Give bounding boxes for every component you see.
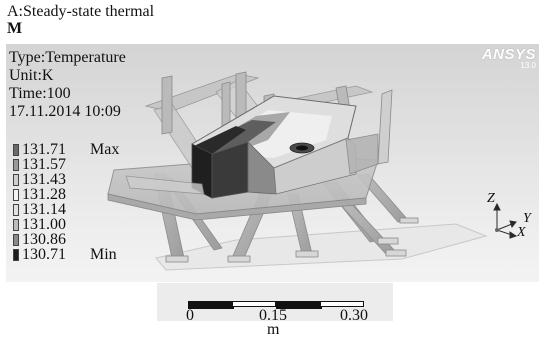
legend-swatch bbox=[13, 144, 19, 156]
legend-swatch bbox=[13, 174, 19, 186]
legend-value: 130.71 bbox=[22, 246, 66, 263]
axis-triad[interactable]: Z Y X bbox=[479, 192, 539, 240]
ansys-logo: ANSYS 13.0 bbox=[482, 47, 536, 70]
legend-value: 130.86 bbox=[22, 231, 66, 248]
time-label: Time:100 bbox=[9, 85, 71, 102]
legend-value: 131.43 bbox=[22, 171, 66, 188]
analysis-subtitle: M bbox=[7, 20, 23, 37]
legend-swatch bbox=[13, 219, 19, 231]
scale-segment bbox=[232, 301, 276, 307]
model-render[interactable] bbox=[6, 44, 539, 282]
logo-text: ANSYS bbox=[481, 46, 536, 63]
scale-tick-1: 0.15 bbox=[259, 307, 287, 324]
legend-swatch bbox=[13, 189, 19, 201]
scale-tick-2: 0.30 bbox=[340, 307, 368, 324]
axis-x-label: X bbox=[517, 225, 526, 240]
legend-value: 131.57 bbox=[22, 156, 66, 173]
axis-y-label: Y bbox=[523, 211, 531, 226]
scale-segment bbox=[320, 301, 364, 307]
legend-value: 131.00 bbox=[22, 216, 66, 233]
legend-swatch bbox=[13, 159, 19, 171]
contour-legend[interactable]: 131.71 131.57 131.43 131.28 131.14 131.0… bbox=[10, 142, 142, 268]
scale-bar: 0 0.15 0.30 bbox=[157, 283, 393, 324]
scale-segment bbox=[188, 301, 234, 309]
scale-unit: m bbox=[267, 321, 280, 338]
legend-swatch bbox=[13, 249, 19, 261]
legend-min-tag: Min bbox=[90, 246, 117, 263]
legend-value: 131.28 bbox=[22, 186, 66, 203]
legend-value: 131.14 bbox=[22, 201, 66, 218]
legend-swatch bbox=[13, 204, 19, 216]
graphics-viewport[interactable]: Type:Temperature Unit:K Time:100 17.11.2… bbox=[6, 44, 539, 282]
unit-label: Unit:K bbox=[9, 67, 54, 84]
analysis-title: A:Steady-state thermal bbox=[7, 3, 155, 20]
scale-tick-0: 0 bbox=[186, 307, 194, 324]
result-type-label: Type:Temperature bbox=[9, 49, 126, 66]
legend-swatch bbox=[13, 234, 19, 246]
axis-z-label: Z bbox=[487, 191, 495, 206]
timestamp-label: 17.11.2014 10:09 bbox=[9, 103, 121, 120]
legend-value: 131.71 bbox=[22, 141, 66, 158]
legend-max-tag: Max bbox=[90, 141, 120, 158]
logo-version: 13.0 bbox=[520, 61, 536, 70]
